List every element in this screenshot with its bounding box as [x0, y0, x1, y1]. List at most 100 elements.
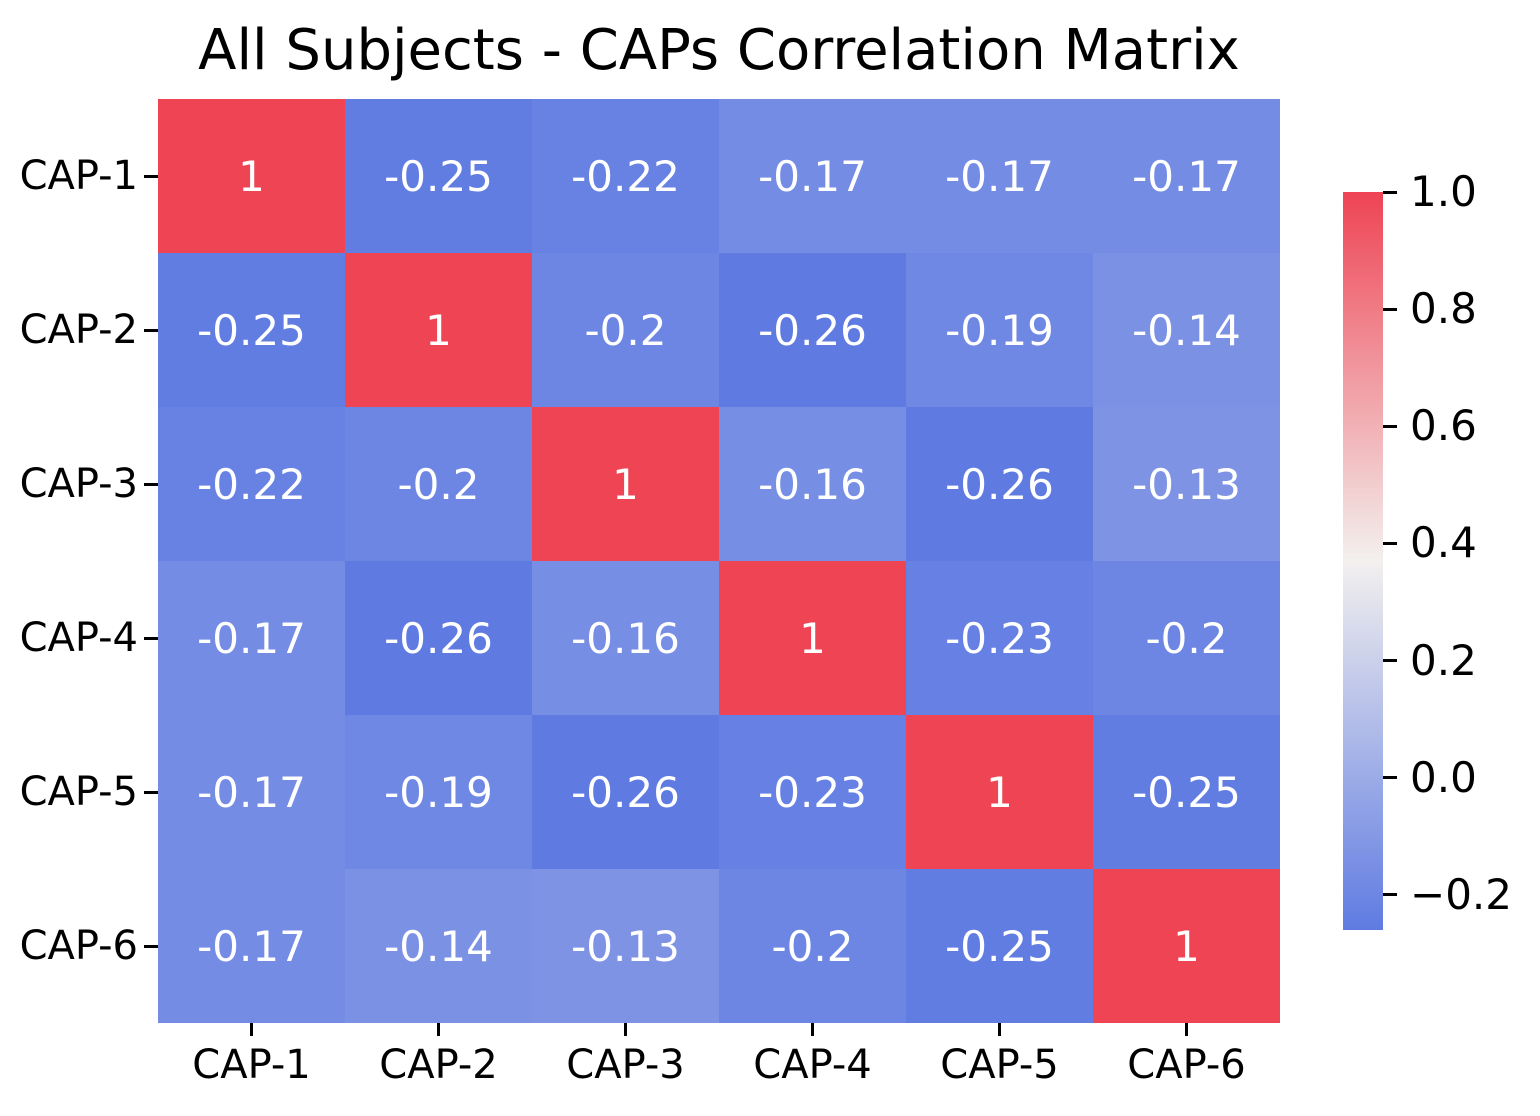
- cell-value: -0.2: [1145, 613, 1228, 663]
- heatmap-cell: -0.14: [1093, 253, 1280, 407]
- heatmap-cell: 1: [345, 253, 532, 407]
- heatmap-cell: -0.26: [345, 561, 532, 715]
- cell-value: -0.22: [197, 459, 306, 509]
- cell-value: -0.23: [758, 767, 867, 817]
- heatmap-cell: -0.13: [532, 869, 719, 1023]
- heatmap-cell: -0.17: [158, 561, 345, 715]
- colorbar-tick-mark: [1383, 190, 1397, 194]
- heatmap-cell: 1: [906, 715, 1093, 869]
- x-tick-label: CAP-5: [940, 1042, 1059, 1088]
- heatmap-cell: -0.26: [532, 715, 719, 869]
- x-tick-label: CAP-3: [566, 1042, 685, 1088]
- cell-value: -0.13: [571, 921, 680, 971]
- heatmap-cell: -0.2: [1093, 561, 1280, 715]
- cell-value: -0.2: [771, 921, 854, 971]
- heatmap-cell: -0.23: [906, 561, 1093, 715]
- heatmap-cell: -0.16: [719, 407, 906, 561]
- heatmap-cell: -0.17: [158, 715, 345, 869]
- heatmap-cell: -0.25: [158, 253, 345, 407]
- colorbar-tick-label: 1.0: [1410, 167, 1477, 216]
- y-tick-label: CAP-1: [19, 153, 138, 199]
- y-tick-label: CAP-4: [19, 615, 138, 661]
- cell-value: 1: [799, 613, 826, 663]
- cell-value: 1: [425, 305, 452, 355]
- cell-value: -0.23: [945, 613, 1054, 663]
- cell-value: -0.16: [758, 459, 867, 509]
- cell-value: -0.25: [945, 921, 1054, 971]
- chart-title: All Subjects - CAPs Correlation Matrix: [198, 18, 1240, 83]
- y-tick-mark: [144, 482, 158, 486]
- heatmap-cell: 1: [158, 99, 345, 253]
- cell-value: -0.26: [945, 459, 1054, 509]
- cell-value: -0.26: [384, 613, 493, 663]
- x-tick-mark: [624, 1023, 627, 1036]
- y-tick-label: CAP-3: [19, 461, 138, 507]
- heatmap-cell: -0.22: [532, 99, 719, 253]
- cell-value: -0.17: [197, 767, 306, 817]
- heatmap-cell: -0.17: [906, 99, 1093, 253]
- x-tick-mark: [811, 1023, 814, 1036]
- heatmap-cell: -0.25: [1093, 715, 1280, 869]
- heatmap-cell: -0.26: [719, 253, 906, 407]
- y-tick-label: CAP-2: [19, 307, 138, 353]
- x-tick-mark: [1185, 1023, 1188, 1036]
- x-tick-label: CAP-2: [379, 1042, 498, 1088]
- cell-value: -0.17: [945, 151, 1054, 201]
- cell-value: -0.22: [571, 151, 680, 201]
- heatmap-cell: -0.2: [719, 869, 906, 1023]
- x-tick-label: CAP-6: [1127, 1042, 1246, 1088]
- cell-value: 1: [238, 151, 265, 201]
- heatmap-cell: 1: [532, 407, 719, 561]
- x-tick-mark: [250, 1023, 253, 1036]
- cell-value: -0.17: [758, 151, 867, 201]
- colorbar-tick-mark: [1383, 541, 1397, 545]
- cell-value: -0.2: [584, 305, 667, 355]
- heatmap-cell: 1: [719, 561, 906, 715]
- y-tick-mark: [144, 790, 158, 794]
- cell-value: -0.16: [571, 613, 680, 663]
- colorbar-tick-label: 0.4: [1410, 518, 1477, 568]
- heatmap-cell: 1: [1093, 869, 1280, 1023]
- heatmap-cell: -0.23: [719, 715, 906, 869]
- x-tick-mark: [998, 1023, 1001, 1036]
- cell-value: -0.14: [1132, 305, 1241, 355]
- y-tick-mark: [144, 636, 158, 640]
- heatmap-cell: -0.22: [158, 407, 345, 561]
- x-tick-label: CAP-4: [753, 1042, 872, 1088]
- heatmap-cell: -0.25: [345, 99, 532, 253]
- colorbar-tick-label: −0.2: [1410, 869, 1512, 919]
- cell-value: 1: [986, 767, 1013, 817]
- cell-value: 1: [1173, 921, 1200, 971]
- y-tick-mark: [144, 944, 158, 948]
- colorbar-tick-mark: [1383, 307, 1397, 311]
- heatmap-cell: -0.2: [345, 407, 532, 561]
- heatmap-cell: -0.13: [1093, 407, 1280, 561]
- cell-value: -0.17: [197, 613, 306, 663]
- heatmap-cell: -0.16: [532, 561, 719, 715]
- heatmap-cell: -0.19: [345, 715, 532, 869]
- colorbar-tick-label: 0.6: [1410, 401, 1477, 451]
- cell-value: -0.25: [384, 151, 493, 201]
- y-tick-label: CAP-5: [19, 769, 138, 815]
- cell-value: -0.25: [1132, 767, 1241, 817]
- heatmap-cell: -0.26: [906, 407, 1093, 561]
- cell-value: -0.26: [758, 305, 867, 355]
- heatmap-cell: -0.19: [906, 253, 1093, 407]
- x-tick-mark: [437, 1023, 440, 1036]
- colorbar-tick-mark: [1383, 893, 1397, 897]
- colorbar-tick-mark: [1383, 776, 1397, 780]
- cell-value: 1: [612, 459, 639, 509]
- cell-value: -0.2: [397, 459, 480, 509]
- heatmap-cell: -0.25: [906, 869, 1093, 1023]
- cell-value: -0.17: [1132, 151, 1241, 201]
- heatmap-cell: -0.17: [719, 99, 906, 253]
- cell-value: -0.17: [197, 921, 306, 971]
- heatmap-grid: 1 -0.25 -0.22 -0.17 -0.17 -0.17 -0.25 1 -0.2 -0.2…: [158, 99, 1280, 1023]
- heatmap-cell: -0.14: [345, 869, 532, 1023]
- heatmap-cell: -0.17: [158, 869, 345, 1023]
- cell-value: -0.14: [384, 921, 493, 971]
- cell-value: -0.13: [1132, 459, 1241, 509]
- y-tick-mark: [144, 174, 158, 178]
- cell-value: -0.26: [571, 767, 680, 817]
